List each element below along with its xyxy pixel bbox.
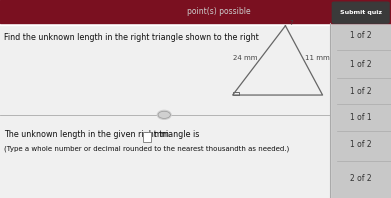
Text: 1 of 2: 1 of 2 [350,87,371,96]
Text: mm: mm [153,130,169,139]
Text: point(s) possible: point(s) possible [187,7,251,16]
Text: The unknown length in the given right triangle is: The unknown length in the given right tr… [4,130,199,139]
Text: 1 of 2: 1 of 2 [350,31,371,40]
Bar [143,132,151,142]
Text: 1 of 2: 1 of 2 [350,140,371,149]
Bar [0,23,330,198]
FancyBboxPatch shape [332,2,389,23]
Text: 1 of 2: 1 of 2 [350,60,371,69]
Text: ?: ? [289,20,293,26]
Bar [233,92,239,95]
Text: 11 mm: 11 mm [305,55,330,61]
Ellipse shape [157,110,171,119]
Text: Submit quiz: Submit quiz [340,10,382,15]
Bar [0,0,391,23]
Bar [0,23,330,25]
Text: Find the unknown length in the right triangle shown to the right: Find the unknown length in the right tri… [4,33,259,42]
Text: (Type a whole number or decimal rounded to the nearest thousandth as needed.): (Type a whole number or decimal rounded … [4,146,289,152]
Text: 2 of 2: 2 of 2 [350,174,371,183]
Text: 24 mm: 24 mm [233,55,258,61]
Text: 1 of 1: 1 of 1 [350,113,371,122]
